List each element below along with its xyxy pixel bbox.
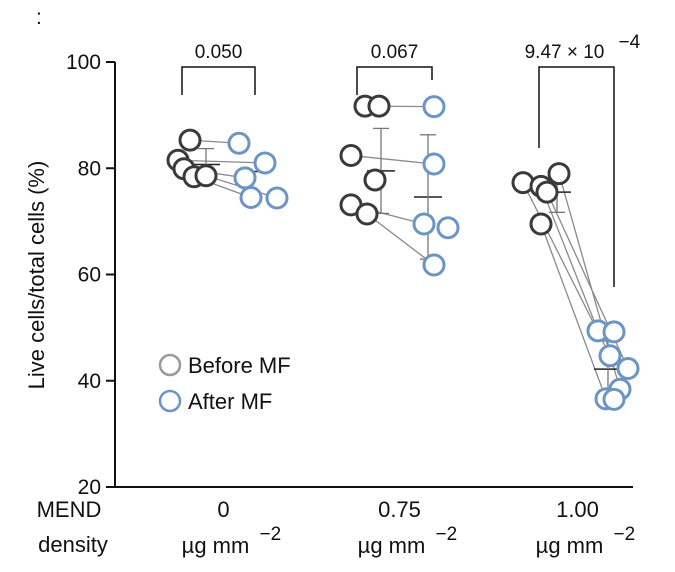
corner-mark: : xyxy=(36,6,42,29)
after-point xyxy=(265,186,289,210)
after-point xyxy=(602,320,626,344)
before-point xyxy=(178,128,202,152)
pair-line xyxy=(540,186,599,332)
y-tick-label: 60 xyxy=(78,264,101,287)
before-point xyxy=(535,180,559,204)
pair-line xyxy=(366,213,435,266)
p-value-exponent: −4 xyxy=(619,32,641,53)
before-point xyxy=(547,162,571,186)
category-unit-label: µg mm xyxy=(182,533,250,558)
after-point xyxy=(227,131,251,155)
after-point xyxy=(253,151,277,175)
after-point xyxy=(436,216,460,240)
after-point xyxy=(422,152,446,176)
bracket xyxy=(538,66,615,287)
x-axis-label-line1: MEND xyxy=(37,497,102,522)
before-point xyxy=(529,212,553,236)
category-unit-label: µg mm xyxy=(536,533,604,558)
legend-after-marker xyxy=(158,389,182,413)
category-unit-label: µg mm xyxy=(358,533,426,558)
category-value-label: 0.75 xyxy=(378,497,421,522)
after-point xyxy=(239,185,263,209)
p-value-label: 9.47 × 10 xyxy=(525,42,605,63)
category-unit-exponent: −2 xyxy=(436,524,458,545)
y-tick-label: 100 xyxy=(66,51,101,74)
category-value-label: 1.00 xyxy=(556,497,599,522)
before-point xyxy=(194,164,218,188)
after-point xyxy=(602,387,626,411)
p-value-label: 0.067 xyxy=(371,42,419,63)
after-point xyxy=(616,357,640,381)
category-value-label: 0 xyxy=(217,497,229,522)
legend: Before MF After MF xyxy=(158,353,291,414)
y-tick-label: 40 xyxy=(78,370,101,393)
data-points xyxy=(166,94,640,411)
x-axis-label-line2: density xyxy=(38,532,108,557)
y-tick-label: 20 xyxy=(78,476,101,499)
y-axis-label: Live cells/total cells (%) xyxy=(24,161,49,390)
before-point xyxy=(355,202,379,226)
category-unit-exponent: −2 xyxy=(260,524,282,545)
before-point xyxy=(367,94,391,118)
legend-before-marker xyxy=(158,353,182,377)
bracket xyxy=(181,66,256,95)
after-point xyxy=(233,166,257,190)
after-point xyxy=(412,212,436,236)
legend-after-label: After MF xyxy=(188,389,272,414)
bracket xyxy=(356,66,433,95)
after-point xyxy=(598,344,622,368)
p-value-label: 0.050 xyxy=(195,42,243,63)
y-tick-label: 80 xyxy=(78,157,101,180)
before-point xyxy=(339,144,363,167)
before-point xyxy=(363,168,387,192)
pair-line xyxy=(350,154,435,165)
after-point xyxy=(422,253,446,277)
legend-before-label: Before MF xyxy=(188,353,291,378)
pair-line xyxy=(177,159,266,164)
significance-brackets: 0.050 0.067 9.47 × 10 −4 xyxy=(181,32,641,287)
after-point xyxy=(422,95,446,119)
category-unit-exponent: −2 xyxy=(614,524,636,545)
